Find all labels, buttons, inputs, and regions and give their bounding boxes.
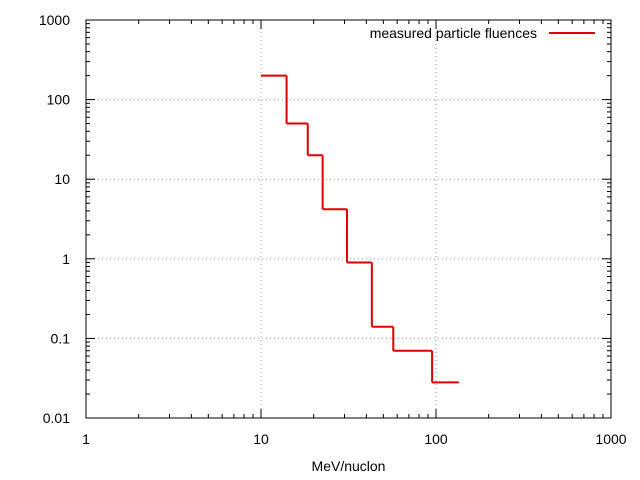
y-tick-label: 1 (62, 251, 70, 267)
legend-label-0: measured particle fluences (370, 25, 537, 41)
minor-ticks (86, 20, 611, 418)
y-tick-label: 0.1 (51, 330, 71, 346)
x-axis-label: MeV/nuclon (312, 458, 386, 474)
y-tick-label: 1000 (39, 12, 70, 28)
x-tick-label: 1 (82, 431, 90, 447)
x-tick-label: 1000 (595, 431, 626, 447)
x-tick-labels: 1 10 100 1000 (82, 431, 627, 447)
legend: measured particle fluences (370, 25, 595, 41)
y-tick-labels: 0.01 0.1 1 10 100 1000 (39, 12, 70, 426)
x-tick-label: 100 (424, 431, 448, 447)
series-0 (261, 74, 459, 384)
major-ticks (85, 19, 612, 419)
y-tick-label: 0.01 (43, 410, 70, 426)
series-layer (261, 74, 459, 384)
grid-lines (86, 20, 611, 418)
y-tick-label: 10 (54, 171, 70, 187)
x-tick-label: 10 (253, 431, 269, 447)
y-tick-label: 100 (47, 92, 71, 108)
plot-frame (85, 19, 612, 419)
